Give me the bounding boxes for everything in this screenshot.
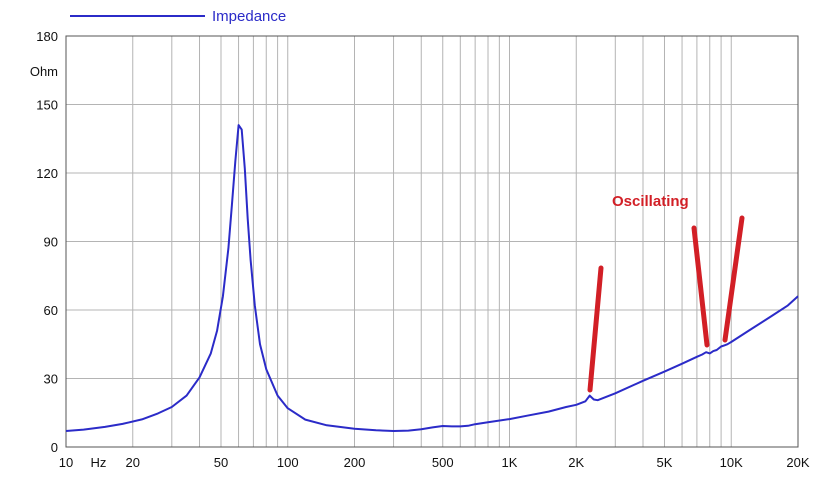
y-tick-label: 180 (36, 29, 58, 44)
x-tick-label: 200 (344, 455, 366, 470)
y-tick-label: 60 (44, 303, 58, 318)
x-tick-label: 20 (126, 455, 140, 470)
annotation-pointer (691, 225, 710, 348)
x-tick-label: Hz (90, 455, 106, 470)
legend: Impedance (70, 8, 286, 25)
y-tick-label: 150 (36, 98, 58, 113)
x-tick-label: 100 (277, 455, 299, 470)
x-tick-label: 1K (502, 455, 518, 470)
annotation-pointer (587, 265, 604, 393)
legend-label-impedance: Impedance (212, 8, 286, 25)
plot-frame (65, 35, 799, 448)
x-tick-label: 10 (59, 455, 73, 470)
x-axis-ticks: 10 Hz 20 50 100 200 500 1K 2K 5K 10K 20K (59, 455, 810, 470)
x-tick-label: 20K (786, 455, 809, 470)
x-tick-label: 500 (432, 455, 454, 470)
y-axis-ticks: 0 30 60 90 120 150 180 (36, 29, 58, 455)
y-tick-label: 0 (51, 440, 58, 455)
x-tick-label: 10K (720, 455, 743, 470)
y-axis-label: Ohm (30, 64, 58, 79)
y-tick-label: 90 (44, 235, 58, 250)
x-tick-label: 5K (657, 455, 673, 470)
x-tick-label: 50 (214, 455, 228, 470)
annotation-oscillating: Oscillating (612, 193, 689, 210)
x-tick-label: 2K (568, 455, 584, 470)
y-tick-label: 120 (36, 166, 58, 181)
oscillation-annotations: Oscillating (587, 193, 745, 393)
grid (65, 35, 799, 448)
impedance-series-line (65, 124, 799, 432)
annotation-pointer (722, 215, 745, 343)
y-tick-label: 30 (44, 372, 58, 387)
